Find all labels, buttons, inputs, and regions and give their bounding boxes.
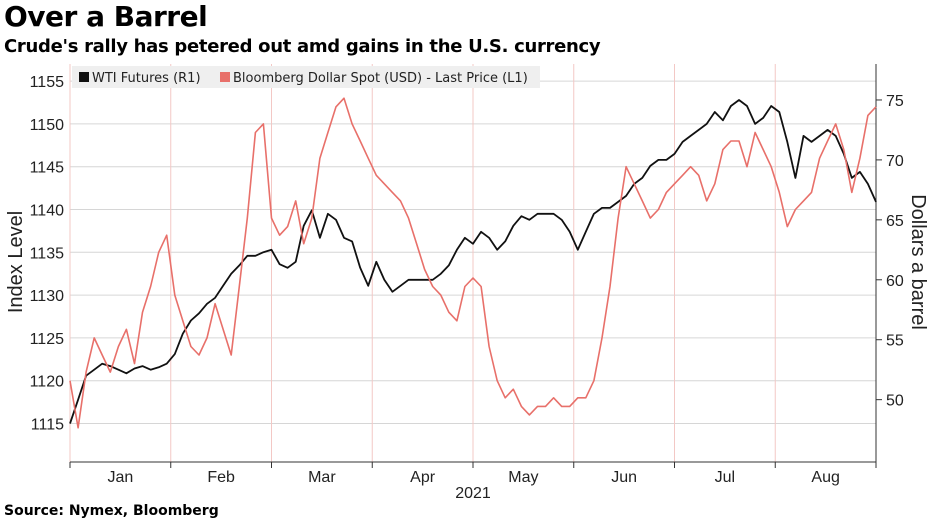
right-tick-label: 60 (886, 273, 904, 290)
x-axis-ticks: Jan Feb Mar Apr May Jun Jul Aug (69, 462, 877, 486)
legend: WTI Futures (R1) Bloomberg Dollar Spot (… (72, 66, 540, 88)
series-lines (69, 97, 877, 429)
left-tick-label: 1140 (30, 203, 65, 220)
dollar-spot-line (69, 97, 877, 429)
chart-title: Over a Barrel (4, 0, 208, 33)
left-tick-label: 1115 (31, 416, 64, 433)
left-tick-label: 1125 (30, 331, 65, 348)
right-tick-label: 70 (886, 153, 904, 170)
source-note: Source: Nymex, Bloomberg (4, 503, 219, 519)
x-axis-label: 2021 (455, 485, 491, 502)
x-tick-label: May (508, 469, 538, 486)
right-axis-label: Dollars a barrel (907, 194, 929, 330)
left-tick-label: 1150 (30, 117, 65, 134)
left-tick-label: 1120 (30, 374, 65, 391)
legend-label-usd: Bloomberg Dollar Spot (USD) - Last Price… (233, 71, 528, 86)
left-axis-ticks: 1115 1120 1125 1130 1135 1140 1145 1150 1155 (30, 74, 65, 433)
left-tick-label: 1155 (30, 74, 65, 91)
left-axis-label: Index Level (5, 211, 27, 313)
x-tick-label: Aug (811, 469, 839, 486)
legend-swatch-usd (220, 72, 230, 82)
legend-label-wti: WTI Futures (R1) (92, 71, 201, 86)
legend-background (72, 66, 540, 88)
x-tick-label: Jan (107, 469, 133, 486)
chart-subtitle: Crude's rally has petered out amd gains … (4, 36, 601, 57)
x-tick-label: Jul (715, 469, 735, 486)
x-tick-label: Feb (207, 469, 235, 486)
right-axis-ticks: 50 55 60 65 70 75 (876, 93, 904, 410)
right-tick-label: 55 (886, 333, 904, 350)
right-tick-label: 75 (886, 93, 904, 110)
wti-futures-line (69, 99, 877, 424)
legend-swatch-wti (79, 72, 89, 82)
x-tick-label: Mar (308, 469, 336, 486)
left-tick-label: 1145 (30, 160, 65, 177)
left-tick-label: 1130 (30, 288, 65, 305)
right-tick-label: 65 (886, 213, 904, 230)
x-tick-label: Jun (611, 469, 637, 486)
x-tick-label: Apr (410, 469, 436, 486)
right-tick-label: 50 (886, 393, 904, 410)
left-tick-label: 1135 (30, 245, 65, 262)
